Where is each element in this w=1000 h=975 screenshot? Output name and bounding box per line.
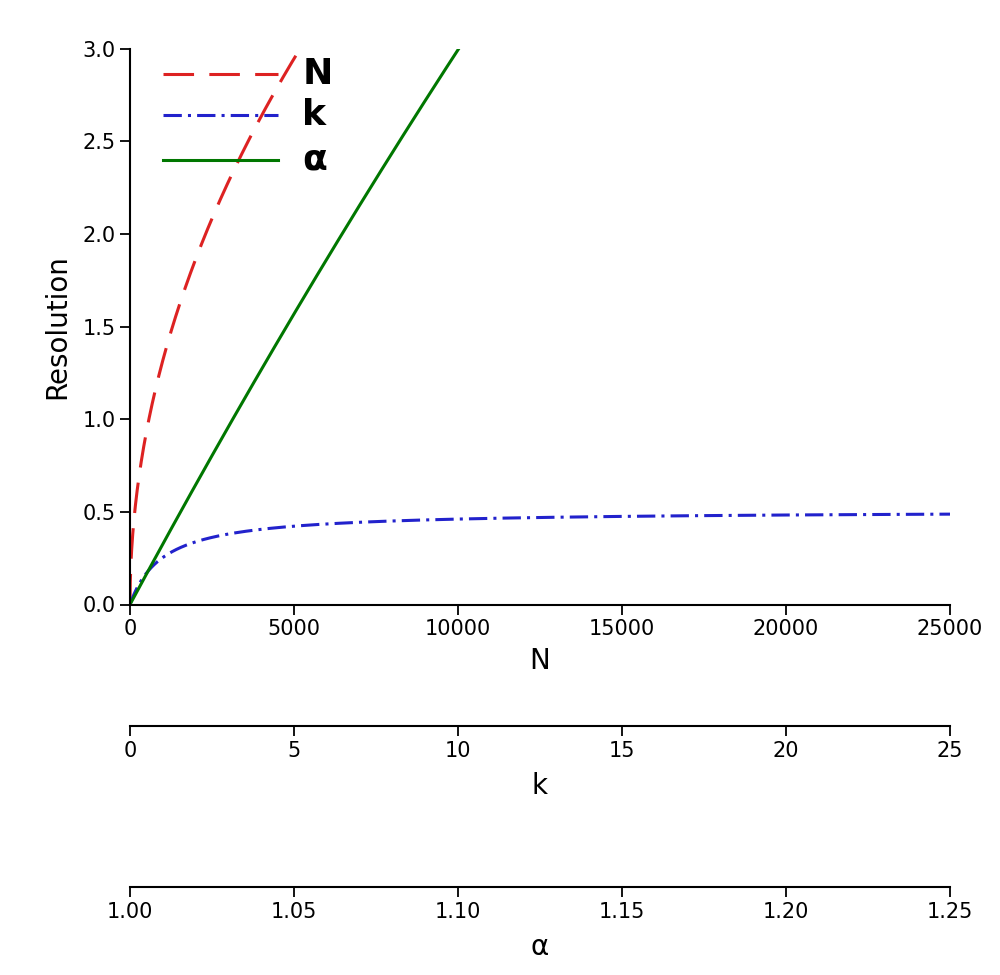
X-axis label: α: α [531,933,549,961]
Text: k: k [302,98,326,133]
X-axis label: k: k [532,772,548,800]
Y-axis label: Resolution: Resolution [43,254,71,399]
Text: N: N [302,57,333,91]
X-axis label: N: N [530,647,550,676]
Text: α: α [302,143,327,176]
